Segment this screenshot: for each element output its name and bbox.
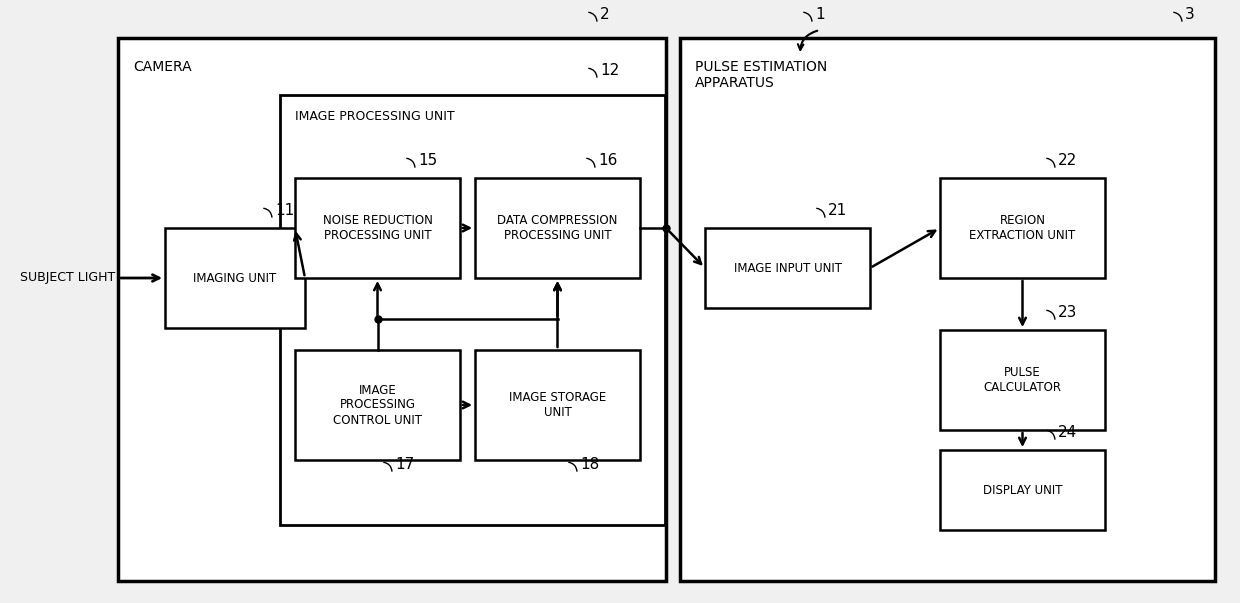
Text: 21: 21 [828, 203, 847, 218]
Text: IMAGE STORAGE
UNIT: IMAGE STORAGE UNIT [508, 391, 606, 419]
Text: CAMERA: CAMERA [133, 60, 192, 74]
Text: DISPLAY UNIT: DISPLAY UNIT [983, 484, 1063, 496]
Text: 15: 15 [418, 153, 438, 168]
Text: IMAGE PROCESSING UNIT: IMAGE PROCESSING UNIT [295, 110, 455, 123]
Bar [118, 38, 666, 581]
Bar [940, 450, 1105, 530]
Bar [280, 95, 665, 525]
Bar [295, 350, 460, 460]
Text: SUBJECT LIGHT: SUBJECT LIGHT [20, 271, 115, 285]
Text: 18: 18 [580, 457, 599, 472]
Bar [940, 178, 1105, 278]
Bar [475, 178, 640, 278]
Text: IMAGE
PROCESSING
CONTROL UNIT: IMAGE PROCESSING CONTROL UNIT [334, 384, 422, 426]
Text: 24: 24 [1058, 425, 1078, 440]
Text: PULSE ESTIMATION
APPARATUS: PULSE ESTIMATION APPARATUS [694, 60, 827, 90]
Bar [680, 38, 1215, 581]
Bar [940, 330, 1105, 430]
Bar [475, 350, 640, 460]
Text: 2: 2 [600, 7, 610, 22]
Text: IMAGING UNIT: IMAGING UNIT [193, 271, 277, 285]
Text: NOISE REDUCTION
PROCESSING UNIT: NOISE REDUCTION PROCESSING UNIT [322, 214, 433, 242]
Text: 1: 1 [815, 7, 825, 22]
Text: 11: 11 [275, 203, 294, 218]
Bar [165, 228, 305, 328]
Bar [706, 228, 870, 308]
Text: 3: 3 [1185, 7, 1195, 22]
Text: 22: 22 [1058, 153, 1078, 168]
Text: 17: 17 [396, 457, 414, 472]
Text: 16: 16 [598, 153, 618, 168]
Text: DATA COMPRESSION
PROCESSING UNIT: DATA COMPRESSION PROCESSING UNIT [497, 214, 618, 242]
Text: 12: 12 [600, 63, 619, 78]
Bar [295, 178, 460, 278]
Text: REGION
EXTRACTION UNIT: REGION EXTRACTION UNIT [970, 214, 1075, 242]
Text: PULSE
CALCULATOR: PULSE CALCULATOR [983, 366, 1061, 394]
Text: IMAGE INPUT UNIT: IMAGE INPUT UNIT [734, 262, 842, 274]
Text: 23: 23 [1058, 305, 1078, 320]
